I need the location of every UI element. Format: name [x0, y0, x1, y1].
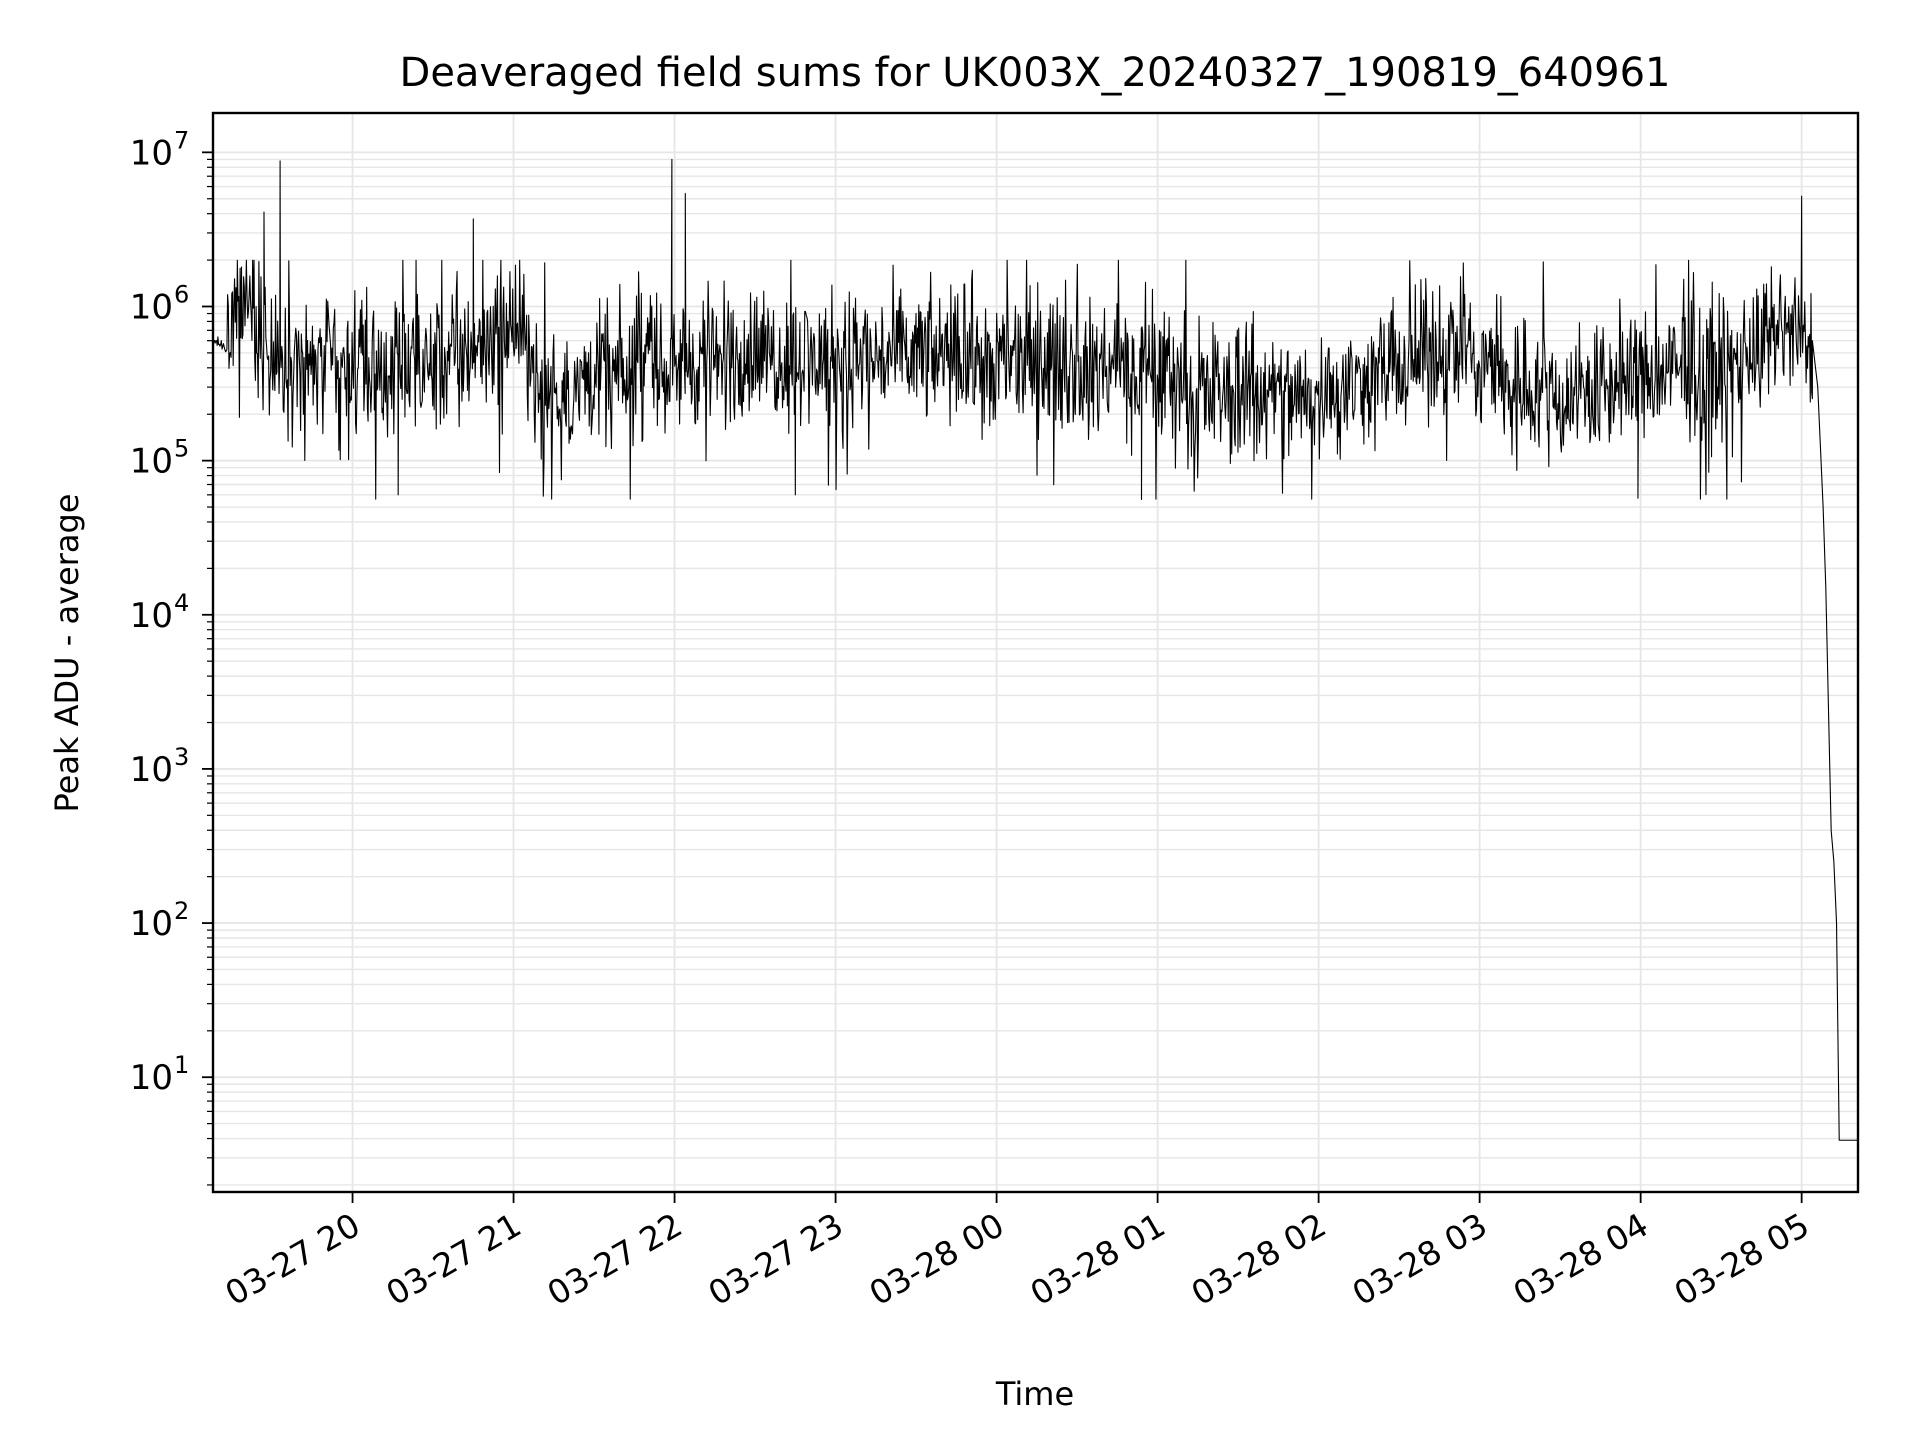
chart-title: Deaveraged field sums for UK003X_2024032… [400, 50, 1671, 96]
y-tick-label-exponent: 4 [174, 589, 189, 617]
y-tick-label-exponent: 6 [174, 280, 189, 308]
plot-frame [211, 111, 1860, 1194]
y-tick-label-exponent: 1 [174, 1051, 189, 1079]
y-tick-label-exponent: 5 [174, 435, 189, 463]
x-axis-label: Time [995, 1375, 1074, 1413]
y-tick-label: 10 [130, 287, 173, 327]
y-tick-label-exponent: 2 [174, 897, 189, 925]
y-tick-label: 10 [130, 904, 173, 944]
y-axis-label: Peak ADU - average [48, 494, 86, 813]
y-tick-label-exponent: 3 [174, 743, 189, 771]
y-tick-label: 10 [130, 1058, 173, 1098]
y-tick-label: 10 [130, 442, 173, 482]
data-line [212, 158, 1858, 1141]
y-tick-label: 10 [130, 133, 173, 173]
y-tick-label: 10 [130, 750, 173, 790]
grid [213, 113, 1858, 1192]
y-tick-label-exponent: 7 [174, 126, 189, 154]
data-series [212, 158, 1858, 1141]
y-tick-label: 10 [130, 596, 173, 636]
